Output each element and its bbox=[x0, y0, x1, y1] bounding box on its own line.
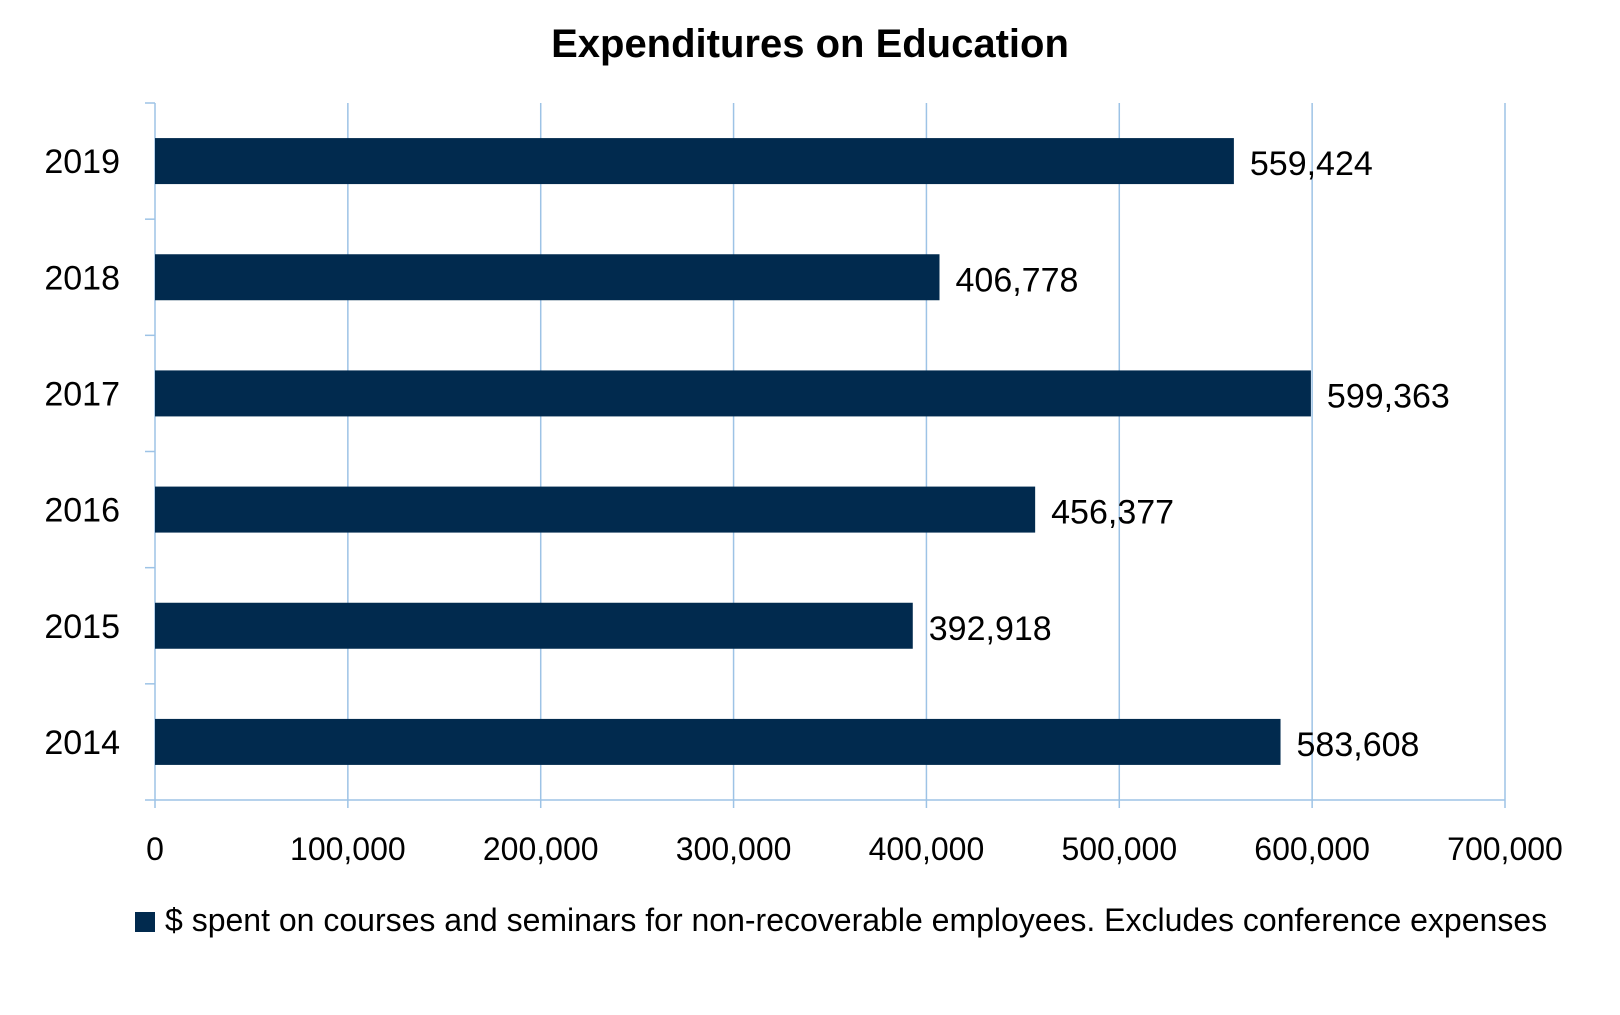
y-tick-label: 2015 bbox=[44, 608, 120, 646]
labels: 0 100,000 200,000 300,000 400,000 500,000 600,… bbox=[44, 143, 1562, 867]
bar bbox=[155, 138, 1234, 185]
data-label: 406,778 bbox=[956, 261, 1079, 299]
y-tick-label: 2018 bbox=[44, 259, 120, 297]
data-label: 392,918 bbox=[929, 610, 1052, 648]
x-tick-label: 400,000 bbox=[869, 831, 985, 867]
x-tick-label: 100,000 bbox=[290, 831, 406, 867]
legend-swatch bbox=[135, 912, 155, 932]
x-tick-label: 600,000 bbox=[1254, 831, 1370, 867]
bar bbox=[155, 370, 1311, 417]
grid-lines bbox=[347, 103, 1506, 800]
bars bbox=[155, 138, 1311, 765]
x-tick-label: 500,000 bbox=[1061, 831, 1177, 867]
axes bbox=[145, 102, 1506, 808]
x-tick-label: 0 bbox=[146, 831, 164, 867]
bar bbox=[155, 254, 940, 301]
x-tick-label: 700,000 bbox=[1447, 831, 1563, 867]
data-label: 583,608 bbox=[1297, 726, 1420, 764]
y-tick-label: 2017 bbox=[44, 375, 120, 413]
y-tick-label: 2019 bbox=[44, 143, 120, 181]
bar bbox=[155, 602, 913, 649]
y-tick-label: 2014 bbox=[44, 724, 120, 762]
y-tick-label: 2016 bbox=[44, 492, 120, 530]
legend-label: $ spent on courses and seminars for non-… bbox=[165, 902, 1548, 938]
bar bbox=[155, 486, 1036, 533]
legend: $ spent on courses and seminars for non-… bbox=[135, 898, 1595, 942]
data-label: 599,363 bbox=[1327, 377, 1450, 415]
data-label: 456,377 bbox=[1051, 494, 1174, 532]
chart-title: Expenditures on Education bbox=[551, 22, 1069, 66]
x-tick-label: 200,000 bbox=[483, 831, 599, 867]
x-tick-label: 300,000 bbox=[676, 831, 792, 867]
data-label: 559,424 bbox=[1250, 145, 1373, 183]
bar bbox=[155, 718, 1281, 765]
